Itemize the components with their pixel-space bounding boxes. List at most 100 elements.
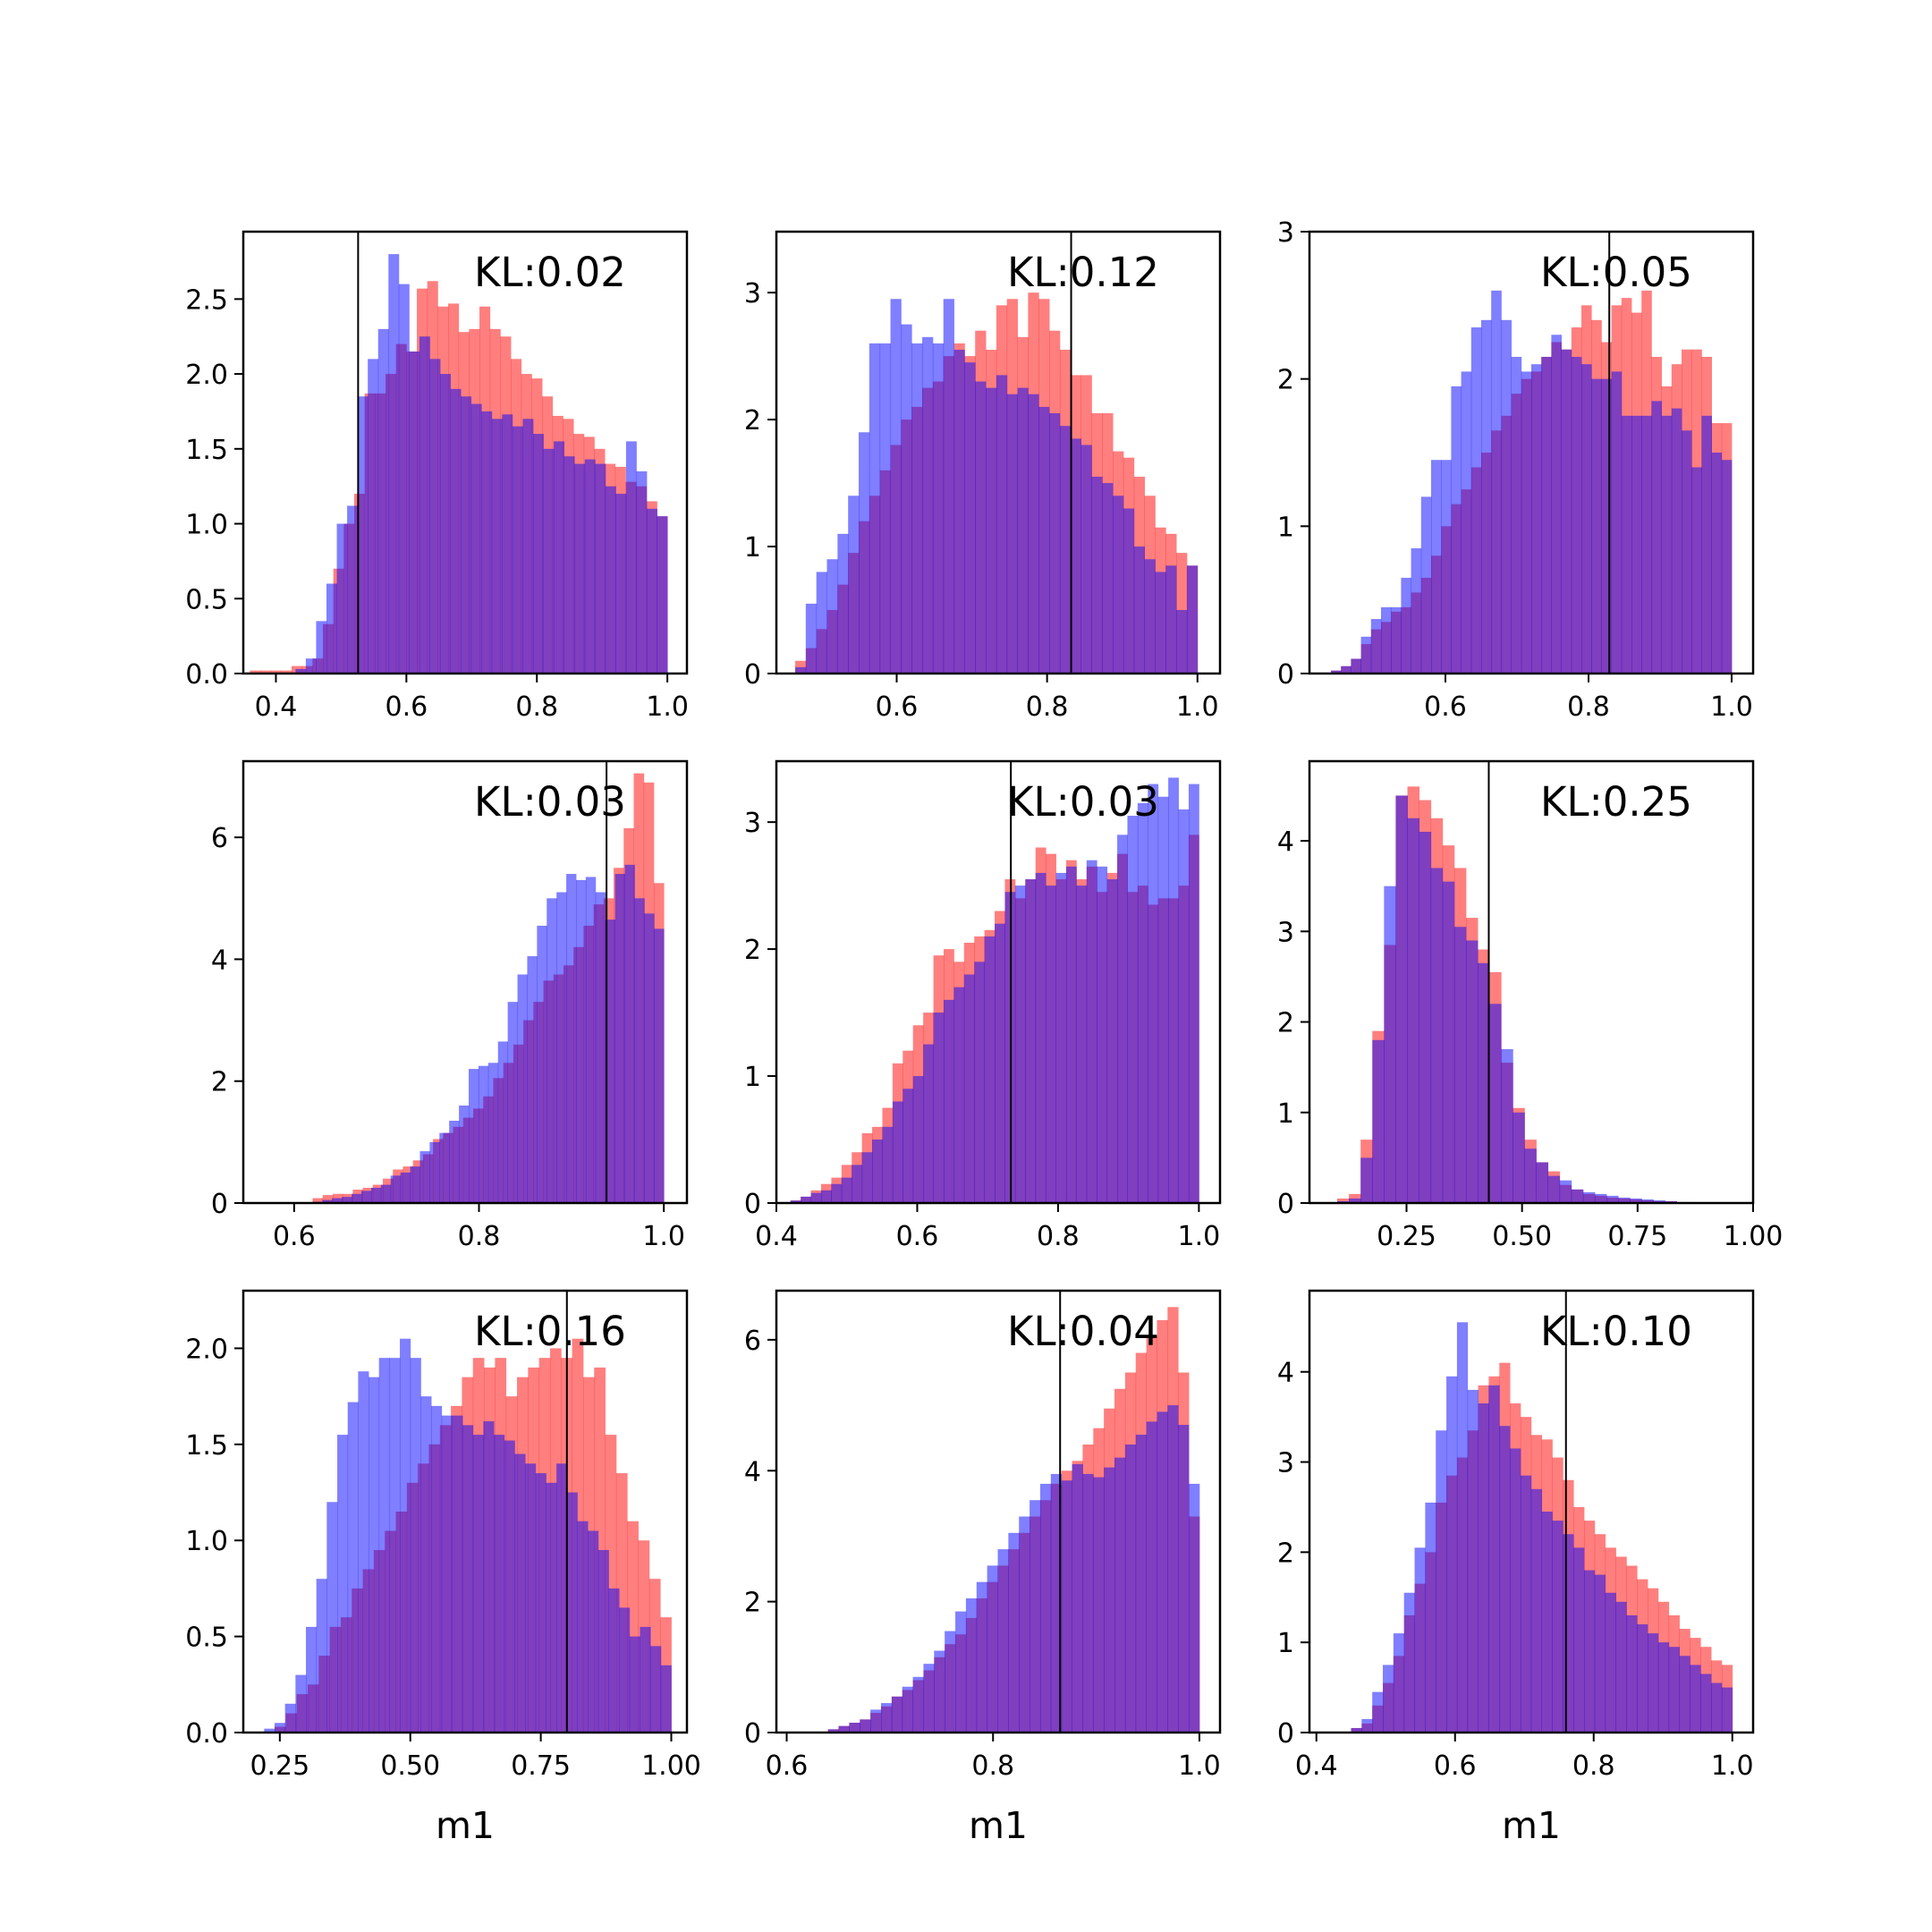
blue-bar (535, 1473, 547, 1733)
axes-frame (775, 1289, 1222, 1734)
blue-bar (1571, 1189, 1584, 1203)
blue-bar (1351, 1727, 1362, 1733)
blue-bar (389, 1358, 401, 1733)
blue-bar (1501, 1048, 1513, 1203)
blue-bar (507, 1002, 518, 1203)
blue-bar (1157, 1411, 1168, 1733)
blue-bar (848, 496, 860, 674)
blue-bar (1631, 415, 1642, 674)
x-tick-label: 1.0 (1178, 1221, 1221, 1252)
blue-bar (1456, 1322, 1469, 1733)
blue-histogram (264, 1338, 672, 1733)
y-tick-label: 2 (211, 1067, 228, 1098)
blue-bar (380, 1184, 392, 1203)
blue-bar (1601, 378, 1612, 674)
blue-bar (1630, 1198, 1642, 1203)
blue-bar (859, 432, 870, 674)
blue-bar (805, 603, 818, 674)
blue-bar (322, 1199, 333, 1203)
x-tick-label: 0.75 (511, 1750, 571, 1782)
blue-bar (332, 1198, 343, 1203)
blue-histogram (1351, 1322, 1733, 1733)
y-tick-label: 1 (744, 1062, 761, 1093)
blue-bar (1407, 818, 1420, 1203)
blue-bar (284, 1703, 296, 1733)
blue-bar (1489, 1004, 1502, 1203)
x-axis-label: m1 (1502, 1804, 1561, 1847)
blue-bar (1059, 426, 1072, 674)
subplot-5: 0.4 0.6 0.8 1.0 0 1 2 3 KL:0.03 (744, 759, 1222, 1252)
y-tick-label: 1.0 (185, 510, 228, 541)
blue-bar (1019, 1516, 1030, 1733)
subplot-2: 0.6 0.8 1.0 0 1 2 3 KL:0.12 (744, 230, 1222, 723)
blue-bar (943, 299, 954, 674)
blue-bar (1419, 831, 1432, 1203)
blue-bar (1178, 809, 1190, 1203)
blue-bar (546, 1482, 557, 1733)
y-tick-label: 2.0 (185, 360, 228, 391)
x-tick-label: 0.75 (1607, 1221, 1667, 1252)
blue-bar (370, 1187, 382, 1203)
blue-bar (820, 1190, 832, 1203)
blue-bar (1446, 1376, 1458, 1733)
x-tick-label: 1.0 (1710, 691, 1753, 723)
blue-bar (1478, 1403, 1489, 1733)
blue-bar (1137, 802, 1148, 1203)
y-tick-label: 3 (1277, 1448, 1294, 1479)
blue-bar (953, 350, 965, 674)
blue-bar (1395, 795, 1408, 1203)
blue-bar (657, 516, 668, 674)
blue-bar (795, 666, 807, 674)
blue-bar (1401, 577, 1411, 674)
blue-bar (410, 1358, 421, 1733)
blue-bar (1186, 565, 1199, 674)
kl-annotation: KL:0.03 (1007, 778, 1159, 826)
blue-bar (912, 1076, 924, 1203)
blue-bar (517, 974, 528, 1203)
blue-bar (976, 1581, 988, 1733)
red-bar (250, 670, 261, 674)
blue-bar (1157, 796, 1169, 1203)
blue-bar (1349, 1198, 1361, 1203)
blue-bar (624, 864, 635, 1203)
x-tick-label: 0.8 (1037, 1221, 1080, 1252)
y-tick-label: 1.5 (185, 435, 228, 466)
blue-bar (1135, 1435, 1147, 1733)
blue-bar (1571, 356, 1582, 674)
blue-bar (494, 1435, 505, 1733)
blue-bar (429, 1141, 440, 1203)
blue-bar (1531, 364, 1542, 674)
blue-bar (585, 877, 597, 1203)
y-tick-label: 0.5 (185, 1623, 228, 1654)
subplot-1: 0.4 0.6 0.8 1.0 0.0 0.5 1.0 1.5 2.0 2.5 KL:0.02 (185, 230, 689, 723)
y-tick-label: 6 (211, 823, 228, 854)
blue-bar (1030, 1500, 1041, 1733)
blue-bar (1082, 1473, 1094, 1733)
blue-bar (450, 388, 462, 674)
blue-bar (1561, 349, 1572, 674)
blue-bar (955, 1611, 967, 1733)
blue-bar (891, 1696, 903, 1733)
blue-bar (1441, 460, 1452, 674)
blue-bar (1594, 1574, 1606, 1733)
blue-bar (1668, 1647, 1680, 1733)
kl-annotation: KL:0.16 (474, 1308, 626, 1355)
blue-bar (647, 508, 657, 674)
blue-bar (459, 1105, 470, 1203)
blue-bar (1076, 886, 1088, 1203)
blue-bar (556, 1463, 568, 1733)
blue-bar (326, 1502, 338, 1733)
blue-bar (470, 403, 482, 674)
blue-bar (564, 456, 575, 674)
blue-bar (625, 441, 637, 674)
blue-bar (1690, 1665, 1701, 1733)
blue-bar (347, 1402, 359, 1733)
blue-bar (1123, 508, 1135, 674)
blue-bar (1618, 1197, 1631, 1203)
blue-bar (912, 1676, 924, 1733)
blue-bar (1691, 467, 1702, 674)
blue-bar (849, 1723, 860, 1733)
blue-bar (1167, 1405, 1179, 1733)
y-tick-label: 1 (1277, 1628, 1294, 1659)
y-tick-label: 2 (744, 1588, 761, 1619)
